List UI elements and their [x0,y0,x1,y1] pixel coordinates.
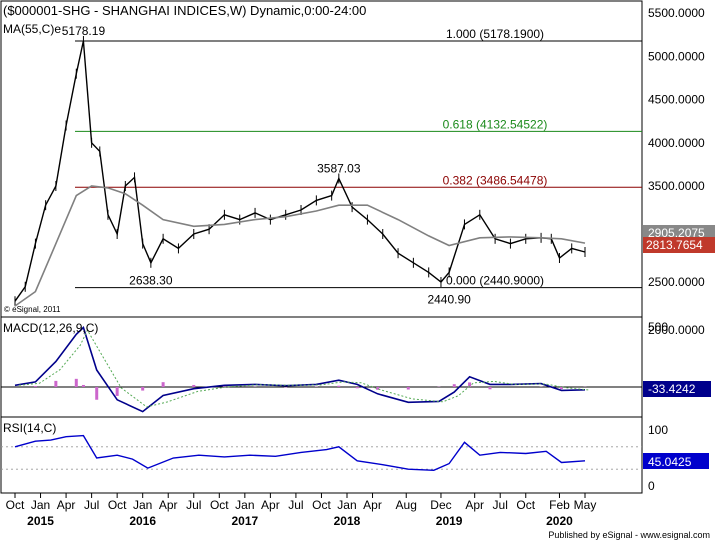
x-month-label: Apr [465,498,484,512]
rsi-ytick: 100 [648,423,668,437]
x-year-label: 2015 [27,514,54,528]
rsi-ytick: 0 [648,479,655,493]
macd-value-tag: -33.4242 [643,381,711,397]
x-month-label: Oct [516,498,535,512]
copyright-label: © eSignal, 2011 [4,305,61,314]
x-year-label: 2016 [129,514,156,528]
x-month-label: Jan [31,498,50,512]
x-year-label: 2020 [546,514,573,528]
price-ytick: 5500.0000 [648,6,705,20]
x-month-label: Aug [396,498,417,512]
x-month-label: Oct [312,498,331,512]
x-month-label: Jan [235,498,254,512]
rsi-value-tag: 45.0425 [643,453,709,469]
last-price-tag: 2813.7654 [643,237,715,253]
rsi-value-label: 45.0425 [648,455,692,469]
price-ytick: 2500.0000 [648,275,705,289]
x-year-label: 2017 [231,514,258,528]
price-annotation: 2638.30 [129,274,173,288]
price-ytick: 4500.0000 [648,93,705,107]
price-annotations: 5178.19 3587.03 2638.30 2440.90 [62,24,471,307]
x-month-label: Jul [288,498,303,512]
x-month-label: Jul [84,498,99,512]
ma-legend-label: MA(55,C)e [3,22,61,36]
price-annotation: 5178.19 [62,24,106,38]
x-month-label: Apr [159,498,178,512]
fib-label: 0.618 (4132.54522) [443,117,548,131]
x-month-label: Oct [6,498,25,512]
x-year-label: 2019 [436,514,463,528]
macd-legend-label: MACD(12,26,9,C) [3,321,98,335]
x-month-label: Jul [493,498,508,512]
fib-label: 0.382 (3486.54478) [443,173,548,187]
x-month-label: May [574,498,597,512]
x-month-label: Oct [108,498,127,512]
x-month-label: Jan [133,498,152,512]
x-month-label: Apr [57,498,76,512]
chart-title: ($000001-SHG - SHANGHAI INDICES,W) Dynam… [3,3,366,18]
footer-credit: Published by eSignal - www.esignal.com [548,530,710,540]
price-ytick: 4000.0000 [648,136,705,150]
ma-price-label: 2905.2075 [648,226,705,240]
x-year-label: 2018 [334,514,361,528]
x-month-label: Apr [261,498,280,512]
fibonacci-levels: 1.000 (5178.1900) 0.618 (4132.54522) 0.382… [75,27,642,289]
macd-ytick: 500 [648,320,668,334]
x-axis: Oct Jan Apr Jul Oct Jan Apr Jul Oct Jan Apr Jul Oct J… [6,493,597,528]
last-price-label: 2813.7654 [646,238,703,252]
fib-label: 1.000 (5178.1900) [446,27,544,41]
price-ytick: 3500.0000 [648,179,705,193]
price-ytick: 2000.0000 [648,323,705,337]
macd-series [1,326,642,413]
x-month-label: Oct [210,498,229,512]
price-annotation: 3587.03 [317,161,361,175]
macd-signal-line [18,329,590,408]
ma-line [14,185,586,307]
macd-value-label: -33.4242 [648,382,696,396]
fib-label: 0.000 (2440.9000) [446,274,544,288]
x-month-label: Jul [186,498,201,512]
rsi-legend-label: RSI(14,C) [3,421,56,435]
x-month-label: Dec [430,498,451,512]
price-ytick: 5000.0000 [648,49,705,63]
price-series [14,36,586,307]
price-annotation: 2440.90 [427,293,471,307]
rsi-line [14,434,586,472]
rsi-series [1,434,642,472]
x-month-label: Apr [363,498,382,512]
x-month-label: Feb [549,498,570,512]
x-month-label: Jan [337,498,356,512]
